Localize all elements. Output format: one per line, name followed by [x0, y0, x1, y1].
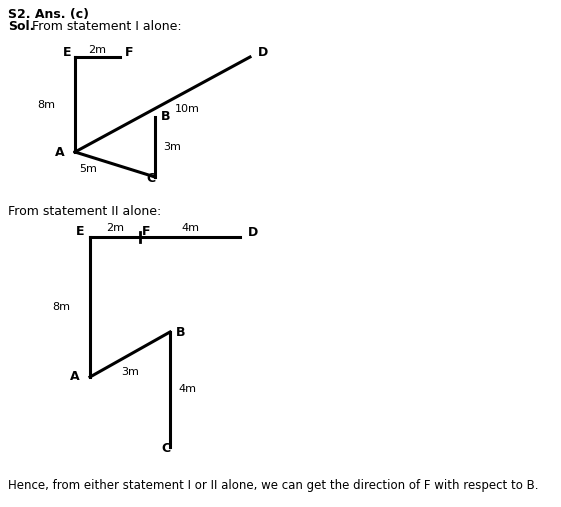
Text: D: D	[248, 227, 258, 239]
Text: 4m: 4m	[181, 223, 199, 233]
Text: A: A	[70, 371, 80, 383]
Text: 4m: 4m	[178, 384, 196, 394]
Text: F: F	[125, 46, 134, 59]
Text: 5m: 5m	[79, 163, 97, 173]
Text: A: A	[56, 146, 65, 159]
Text: From statement II alone:: From statement II alone:	[8, 205, 161, 218]
Text: S2. Ans. (c): S2. Ans. (c)	[8, 8, 89, 21]
Text: 2m: 2m	[106, 223, 124, 233]
Text: B: B	[161, 111, 171, 124]
Text: B: B	[176, 325, 186, 339]
Text: D: D	[258, 47, 268, 59]
Text: Hence, from either statement I or II alone, we can get the direction of F with r: Hence, from either statement I or II alo…	[8, 479, 539, 492]
Text: From statement I alone:: From statement I alone:	[28, 20, 182, 33]
Text: C: C	[162, 442, 171, 455]
Text: 10m: 10m	[174, 103, 199, 114]
Text: 8m: 8m	[52, 302, 70, 312]
Text: Sol.: Sol.	[8, 20, 34, 33]
Text: F: F	[142, 225, 150, 238]
Text: E: E	[63, 46, 71, 59]
Text: E: E	[76, 225, 84, 238]
Text: 3m: 3m	[121, 367, 139, 377]
Text: 3m: 3m	[163, 142, 181, 152]
Text: C: C	[146, 172, 155, 185]
Text: 2m: 2m	[89, 45, 107, 55]
Text: 8m: 8m	[37, 99, 55, 110]
